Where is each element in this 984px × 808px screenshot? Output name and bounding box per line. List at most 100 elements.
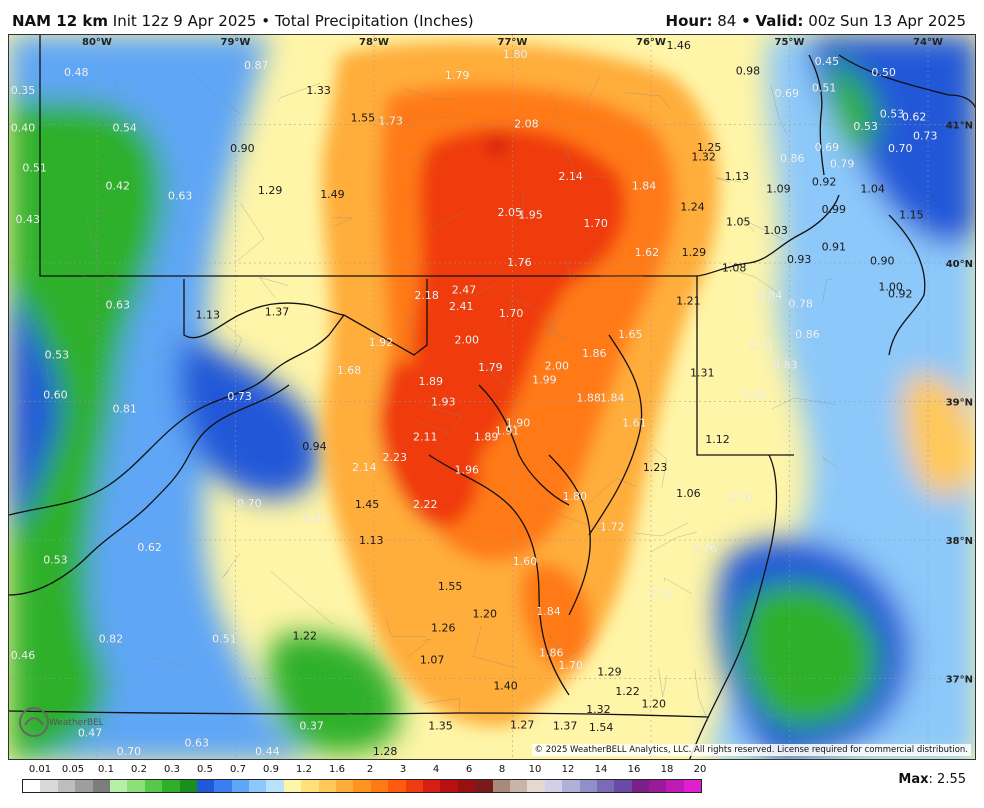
precip-value-label: 1.31 — [690, 367, 715, 380]
precip-value-label: 0.42 — [106, 180, 131, 193]
county-line — [765, 690, 787, 718]
legend-tick-label: 0.01 — [28, 764, 52, 775]
logo-text: WeatherBELL — [49, 718, 103, 728]
county-line — [658, 668, 668, 698]
precip-value-label: 1.89 — [419, 375, 444, 388]
county-line — [376, 118, 419, 130]
precip-value-label: 1.70 — [583, 217, 608, 230]
precip-value-label: 1.29 — [258, 184, 283, 197]
precip-value-label: 1.33 — [306, 84, 331, 97]
legend-tick-label: 16 — [627, 764, 641, 775]
legend-swatch — [527, 780, 545, 792]
county-line — [430, 211, 464, 232]
legend-swatch — [544, 780, 563, 792]
county-line — [515, 188, 524, 218]
county-line — [114, 266, 148, 304]
hour-value: 84 — [717, 12, 737, 30]
latitude-label: 41°N — [946, 121, 973, 132]
precip-value-label: 0.71 — [648, 588, 673, 601]
precip-value-label: 0.63 — [184, 736, 209, 749]
county-line — [426, 405, 462, 434]
precip-value-label: 1.79 — [445, 69, 470, 82]
legend-tick-label: 1.2 — [296, 764, 312, 775]
county-line — [270, 570, 333, 625]
precip-value-label: 1.13 — [359, 534, 384, 547]
precip-value-label: 1.46 — [666, 39, 691, 52]
county-line — [424, 697, 460, 713]
legend-swatch — [562, 780, 580, 792]
legend-tick-label: 0.05 — [61, 764, 85, 775]
legend-swatch — [336, 780, 354, 792]
precip-value-label: 0.82 — [99, 632, 124, 645]
precip-value-label: 2.18 — [414, 289, 439, 302]
precip-value-label: 1.70 — [558, 659, 583, 672]
precip-value-label: 1.05 — [726, 216, 751, 229]
valid-value: 00z Sun 13 Apr 2025 — [808, 12, 966, 30]
county-line — [153, 502, 188, 546]
legend-swatch — [614, 780, 632, 792]
precip-value-label: 2.23 — [383, 451, 408, 464]
county-line — [333, 685, 365, 718]
county-line — [404, 638, 432, 660]
legend-swatch — [40, 780, 58, 792]
precip-value-label: 1.65 — [618, 328, 643, 341]
precip-value-label: 0.90 — [230, 142, 255, 155]
precip-value-label: 2.05 — [497, 206, 522, 219]
precip-value-label: 0.91 — [822, 241, 847, 254]
precip-value-label: 0.83 — [773, 358, 798, 371]
precip-value-label: 0.53 — [43, 554, 68, 567]
county-line — [106, 639, 122, 660]
precip-value-label: 1.86 — [582, 347, 607, 360]
precip-value-label: 1.95 — [518, 209, 543, 222]
precip-value-label: 1.00 — [878, 281, 903, 294]
legend-tick-label: 18 — [660, 764, 674, 775]
county-line — [147, 658, 191, 671]
precipitation-map[interactable]: 80°W 79°W 78°W 77°W 76°W 75°W 74°W 41°N 40°N 39°… — [8, 34, 976, 760]
precip-value-label: 2.47 — [452, 283, 477, 296]
county-line — [563, 144, 605, 179]
precip-value-label: 0.81 — [743, 389, 768, 402]
precip-value-label: 1.54 — [589, 721, 614, 734]
legend-swatch — [283, 780, 302, 792]
max-value: : 2.55 — [928, 772, 966, 787]
county-boundaries — [33, 66, 838, 722]
precip-value-label: 1.20 — [473, 608, 498, 621]
longitude-label: 77°W — [498, 37, 528, 48]
latitude-label: 39°N — [946, 398, 973, 409]
precip-value-label: 0.86 — [795, 328, 820, 341]
precip-value-label: 0.73 — [913, 130, 938, 143]
legend-swatch — [318, 780, 337, 792]
precip-value-label: 1.40 — [493, 680, 518, 693]
county-line — [409, 313, 416, 339]
county-line — [150, 322, 183, 340]
precip-value-label: 1.13 — [725, 170, 750, 183]
legend-tick-label: 0.2 — [131, 764, 147, 775]
legend-swatch — [179, 780, 197, 792]
precip-value-label: 0.51 — [212, 632, 237, 645]
county-line — [115, 73, 144, 100]
legend-swatch — [492, 780, 510, 792]
precip-value-label: 1.06 — [676, 487, 701, 500]
valid-label: Valid: — [755, 12, 804, 30]
precip-value-label: 1.99 — [532, 373, 557, 386]
precip-value-label: 1.79 — [478, 361, 503, 374]
legend-swatch — [162, 780, 180, 792]
precip-value-label: 1.21 — [676, 295, 701, 308]
legend-tick-label: 0.9 — [263, 764, 279, 775]
legend-swatch — [422, 780, 441, 792]
precip-value-label: 2.14 — [558, 170, 583, 183]
precip-value-label: 2.00 — [545, 360, 570, 373]
precip-value-label: 1.70 — [499, 307, 524, 320]
county-line — [409, 110, 464, 119]
legend-swatch — [457, 780, 476, 792]
precip-value-label: 0.62 — [137, 541, 162, 554]
max-value-display: Max: 2.55 — [898, 772, 966, 787]
legend-swatch — [405, 780, 423, 792]
precip-value-label: 0.62 — [902, 110, 927, 123]
precip-value-label: 1.07 — [420, 653, 445, 666]
county-line — [185, 66, 242, 115]
county-line — [479, 359, 511, 393]
precip-value-label: 2.22 — [413, 498, 438, 511]
legend-tick-label: 2 — [366, 764, 374, 775]
legend-tick-label: 3 — [399, 764, 407, 775]
